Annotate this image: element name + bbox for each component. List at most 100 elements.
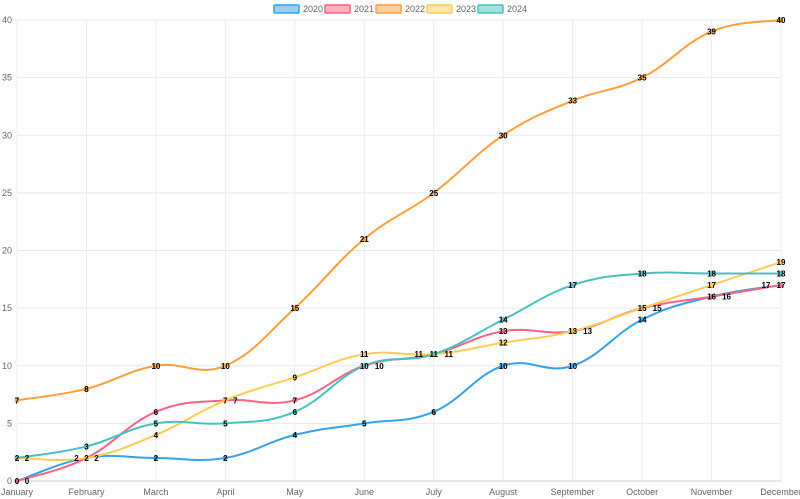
data-label-2024: 17 <box>568 281 577 290</box>
data-label-2023: 17 <box>707 281 716 290</box>
legend-label: 2023 <box>456 4 476 14</box>
data-point-2022 <box>222 363 228 369</box>
data-point-2020 <box>500 363 506 369</box>
data-label-2020: 5 <box>362 419 367 428</box>
data-point-2024 <box>709 271 715 277</box>
legend-swatch <box>273 4 300 14</box>
data-label-2023: 7 <box>233 396 238 405</box>
y-tick-label: 15 <box>2 303 12 313</box>
data-point-2024 <box>222 420 228 426</box>
data-label-2020: 2 <box>154 454 159 463</box>
data-label-2021: 17 <box>762 281 771 290</box>
data-point-2024 <box>639 271 645 277</box>
data-label-2021: 13 <box>568 327 577 336</box>
legend-label: 2024 <box>507 4 527 14</box>
data-label-2020: 10 <box>568 362 577 371</box>
data-point-2023 <box>153 432 159 438</box>
data-label-2023: 13 <box>583 327 592 336</box>
data-label-2020: 17 <box>777 281 786 290</box>
data-label-2021: 16 <box>722 293 731 302</box>
data-point-2024 <box>361 363 367 369</box>
data-label-2023: 19 <box>777 258 786 267</box>
data-label-2022: 10 <box>221 362 230 371</box>
data-label-2020: 16 <box>707 293 716 302</box>
data-label-2021: 15 <box>638 304 647 313</box>
data-label-2024: 14 <box>499 316 508 325</box>
legend-item-2022[interactable]: 2022 <box>375 4 425 14</box>
data-point-2024 <box>500 317 506 323</box>
data-label-2021: 13 <box>499 327 508 336</box>
data-label-2021: 10 <box>360 362 369 371</box>
x-tick-label: December <box>760 487 800 497</box>
data-point-2023 <box>292 374 298 380</box>
data-point-2022 <box>431 190 437 196</box>
data-label-2023: 4 <box>154 431 159 440</box>
x-tick-label: July <box>426 487 443 497</box>
data-point-2021 <box>14 478 20 484</box>
data-point-2022 <box>153 363 159 369</box>
data-point-2023 <box>709 282 715 288</box>
series-line-2021 <box>16 284 782 482</box>
data-point-2023 <box>778 259 784 265</box>
legend-item-2023[interactable]: 2023 <box>426 4 476 14</box>
x-tick-label: March <box>143 487 168 497</box>
data-point-2024 <box>292 409 298 415</box>
x-tick-label: June <box>355 487 375 497</box>
data-point-2024 <box>431 351 437 357</box>
legend-item-2020[interactable]: 2020 <box>273 4 323 14</box>
data-label-2024: 18 <box>707 270 716 279</box>
x-tick-label: February <box>68 487 105 497</box>
data-label-2021: 2 <box>94 454 99 463</box>
data-point-2020 <box>153 455 159 461</box>
legend-label: 2020 <box>303 4 323 14</box>
data-point-2022 <box>709 29 715 35</box>
data-label-2022: 40 <box>777 16 786 25</box>
data-point-2022 <box>639 75 645 81</box>
data-label-2023: 11 <box>360 350 369 359</box>
data-label-2024: 18 <box>777 270 786 279</box>
data-label-2021: 6 <box>154 408 159 417</box>
data-point-2023 <box>500 340 506 346</box>
data-point-2020 <box>639 317 645 323</box>
data-label-2024: 5 <box>223 419 228 428</box>
data-point-2021 <box>500 328 506 334</box>
y-tick-label: 5 <box>7 418 12 428</box>
data-label-2020: 2 <box>223 454 228 463</box>
y-tick-label: 0 <box>7 476 12 486</box>
series-line-2020 <box>16 284 782 482</box>
data-point-2022 <box>778 17 784 23</box>
data-point-2023 <box>222 397 228 403</box>
data-label-2022: 35 <box>638 74 647 83</box>
data-point-2020 <box>570 363 576 369</box>
data-label-2024: 11 <box>414 350 423 359</box>
data-point-2021 <box>292 397 298 403</box>
x-tick-label: November <box>691 487 733 497</box>
legend-item-2021[interactable]: 2021 <box>324 4 374 14</box>
x-tick-label: January <box>1 487 34 497</box>
data-label-2024: 18 <box>638 270 647 279</box>
data-point-2021 <box>153 409 159 415</box>
data-label-2020: 0 <box>15 477 20 486</box>
x-tick-label: October <box>626 487 658 497</box>
series-line-2022 <box>16 19 782 402</box>
data-label-2022: 25 <box>429 189 438 198</box>
legend-swatch <box>426 4 453 14</box>
data-label-2021: 11 <box>429 350 438 359</box>
data-label-2022: 39 <box>707 28 716 37</box>
data-point-2021 <box>709 294 715 300</box>
legend-item-2024[interactable]: 2024 <box>477 4 527 14</box>
data-point-2024 <box>778 271 784 277</box>
data-label-2023: 15 <box>653 304 662 313</box>
data-label-2024: 5 <box>154 419 159 428</box>
data-label-2023: 9 <box>293 373 298 382</box>
legend-swatch <box>375 4 402 14</box>
data-label-2024: 10 <box>375 362 384 371</box>
data-label-2023: 11 <box>444 350 453 359</box>
data-label-2024: 6 <box>293 408 298 417</box>
data-label-2022: 33 <box>568 97 577 106</box>
data-label-2020: 6 <box>432 408 437 417</box>
data-point-2022 <box>83 386 89 392</box>
data-point-2024 <box>153 420 159 426</box>
y-tick-label: 30 <box>2 130 12 140</box>
